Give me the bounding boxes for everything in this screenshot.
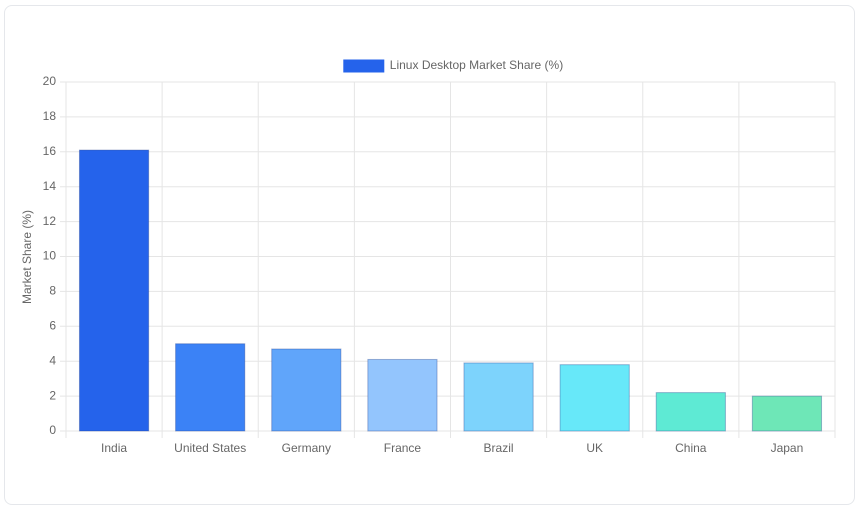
x-tick-label: Brazil	[484, 441, 514, 455]
bar	[463, 362, 534, 432]
x-tick-label: China	[675, 441, 707, 455]
x-tick-label: Japan	[771, 441, 804, 455]
bar	[751, 395, 823, 432]
bar	[367, 358, 438, 432]
x-tick-label: UK	[586, 441, 603, 455]
y-tick-label: 2	[49, 388, 56, 402]
x-tick-label: United States	[174, 441, 246, 455]
y-tick-label: 10	[43, 249, 57, 263]
legend-label: Linux Desktop Market Share (%)	[390, 58, 563, 72]
x-tick-label: France	[384, 441, 422, 455]
bar	[559, 364, 630, 432]
y-tick-label: 6	[49, 318, 56, 332]
x-tick-label: Germany	[282, 441, 331, 455]
y-tick-label: 0	[49, 423, 56, 437]
y-tick-label: 12	[43, 214, 57, 228]
bar	[175, 343, 246, 432]
legend-swatch	[343, 59, 385, 73]
y-tick-label: 8	[49, 284, 56, 298]
y-tick-label: 4	[49, 353, 56, 367]
y-tick-label: 18	[43, 109, 57, 123]
y-tick-label: 14	[43, 179, 57, 193]
x-tick-label: India	[101, 441, 127, 455]
bar	[271, 348, 342, 432]
y-axis-title: Market Share (%)	[20, 210, 34, 304]
bar	[78, 149, 150, 432]
y-tick-label: 16	[43, 144, 57, 158]
bar	[655, 392, 726, 432]
y-tick-label: 20	[43, 74, 57, 88]
